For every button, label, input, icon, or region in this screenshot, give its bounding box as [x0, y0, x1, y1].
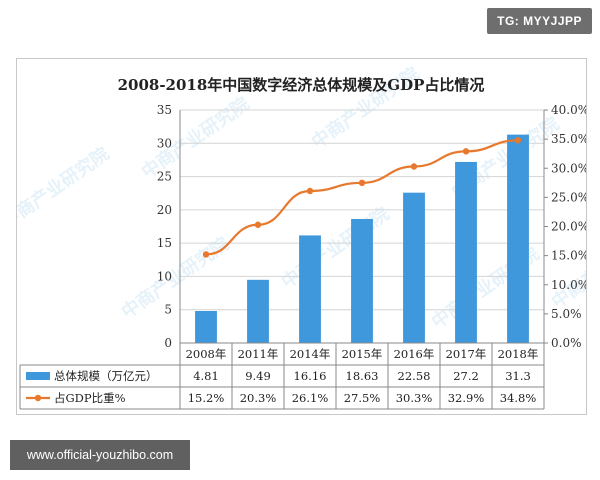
channel-badge: TG: MYYJJPP: [487, 8, 592, 34]
data-label: 27.5%: [344, 391, 381, 405]
x-tick-label: 2011年: [238, 347, 279, 361]
y2-tick-label: 25.0%: [551, 190, 586, 204]
data-label: 27.2: [453, 369, 479, 383]
y-tick-label: 0: [164, 336, 172, 350]
y2-tick-label: 30.0%: [551, 161, 586, 175]
y2-tick-label: 5.0%: [551, 307, 582, 321]
bar-2008年: [195, 310, 217, 343]
data-label: 32.9%: [448, 391, 485, 405]
y-tick-label: 10: [157, 269, 172, 283]
y-tick-label: 30: [157, 136, 172, 150]
gdp-share-point-2015年: [358, 179, 366, 187]
y-tick-label: 15: [157, 236, 172, 250]
legend-key-bar: [26, 372, 50, 380]
line-series: [202, 137, 522, 258]
watermark-text: 中商产业研究院: [17, 143, 113, 233]
x-tick-label: 2017年: [446, 347, 487, 361]
chart-title: 2008-2018年中国数字经济总体规模及GDP占比情况: [118, 76, 485, 94]
x-tick-label: 2018年: [498, 347, 539, 361]
data-label: 4.81: [193, 369, 219, 383]
gdp-share-point-2017年: [462, 148, 470, 155]
chart-frame: 中商产业研究院 中商产业研究院 中商产业研究院 中商产业研究院 中商产业研究院 中商产业研…: [0, 58, 600, 415]
data-label: 15.2%: [188, 391, 225, 405]
data-label: 20.3%: [240, 391, 277, 405]
data-table: 2008年 2011年 2014年 2015年 2016年 2017年 2018年总体规模（…: [19, 342, 545, 410]
bar-2015年: [351, 218, 373, 343]
footer-site-url[interactable]: www.official-youzhibo.com: [10, 440, 190, 470]
y2-tick-label: 40.0%: [551, 103, 586, 117]
watermark-text: 中商产业研究院: [277, 203, 393, 293]
bar-2017年: [455, 161, 477, 343]
x-tick-label: 2015年: [342, 347, 383, 361]
bar-2016年: [403, 192, 425, 343]
x-tick-label: 2016年: [394, 347, 435, 361]
y2-tick-label: 0.0%: [551, 336, 582, 350]
y-tick-label: 5: [164, 303, 172, 317]
data-label: 31.3: [505, 369, 531, 383]
gdp-share-point-2011年: [254, 221, 262, 228]
x-tick-label: 2014年: [290, 347, 331, 361]
legend-key-marker: [34, 394, 42, 402]
data-label: 30.3%: [396, 391, 433, 405]
gdp-share-point-2008年: [202, 251, 210, 258]
y2-tick-label: 15.0%: [551, 249, 586, 263]
y-tick-label: 25: [157, 170, 172, 184]
data-label: 18.63: [346, 369, 379, 383]
gdp-share-point-2016年: [410, 163, 418, 170]
data-label: 22.58: [398, 369, 431, 383]
legend-label: 总体规模（万亿元）: [54, 369, 158, 383]
bar-2014年: [299, 235, 321, 343]
gdp-share-point-2018年: [514, 137, 522, 144]
y2-tick-label: 10.0%: [551, 278, 586, 292]
axes: 0 5 10 15 20 25 30 35 0.0% 5.0% 10.0% 15.0% 20.0% 25.…: [157, 103, 589, 350]
watermark-text: 中商产业研究院: [547, 223, 586, 313]
x-tick-label: 2008年: [186, 347, 227, 361]
legend-label: 占GDP比重%: [54, 391, 126, 405]
bar-series: [195, 134, 529, 343]
data-label: 26.1%: [292, 391, 329, 405]
watermark-text: 中商产业研究院: [137, 93, 253, 183]
bar-2018年: [507, 134, 529, 343]
data-label: 16.16: [294, 369, 327, 383]
y2-tick-label: 35.0%: [551, 132, 586, 146]
y-tick-label: 35: [157, 103, 172, 117]
y2-tick-label: 20.0%: [551, 220, 586, 234]
y-tick-label: 20: [157, 203, 172, 217]
data-label: 34.8%: [500, 391, 537, 405]
bar-2011年: [247, 279, 269, 343]
data-label: 9.49: [245, 369, 271, 383]
gdp-share-point-2014年: [306, 187, 314, 195]
